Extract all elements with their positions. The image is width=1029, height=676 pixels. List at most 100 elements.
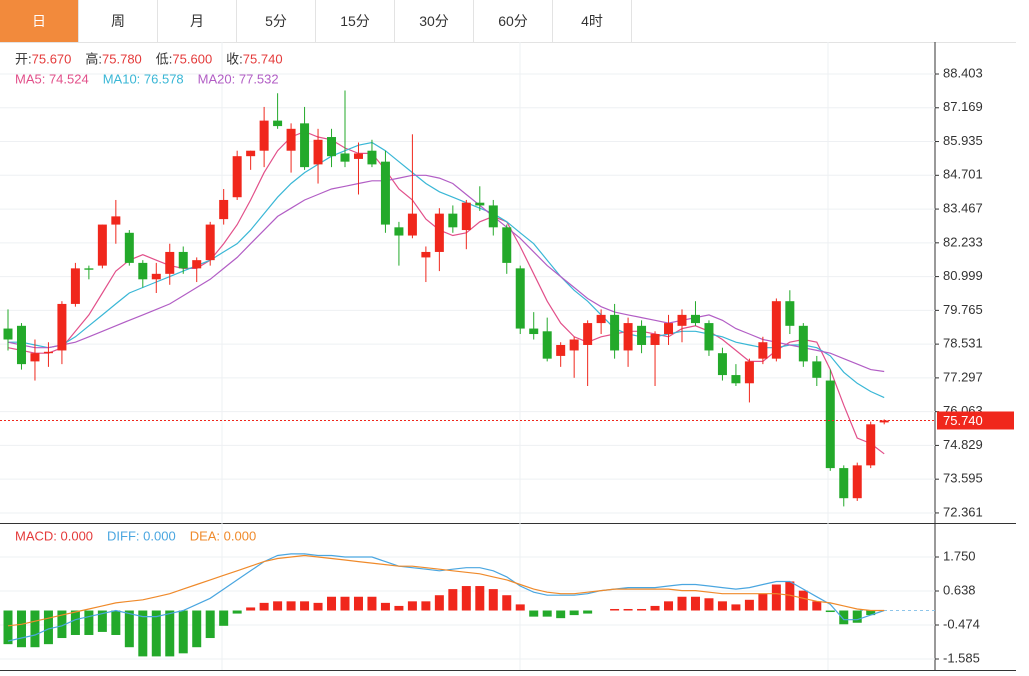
candle-body: [259, 120, 269, 151]
period-tab[interactable]: 5分: [237, 0, 316, 42]
macd-bar: [273, 601, 283, 611]
info-label: 高:: [85, 51, 102, 66]
indicator-line: [7, 130, 885, 455]
macd-bar: [16, 610, 26, 648]
candle-body: [542, 331, 552, 359]
candle-body: [205, 224, 215, 261]
macd-bar: [717, 601, 727, 611]
info-value: 75.740: [243, 51, 283, 66]
y-tick-label: -1.585: [943, 650, 980, 665]
period-tab[interactable]: 月: [158, 0, 237, 42]
macd-bar: [313, 602, 323, 611]
macd-bar: [488, 589, 498, 611]
candle-body: [758, 342, 768, 359]
macd-bar: [812, 601, 822, 611]
macd-legend: DEA: 0.000: [190, 528, 257, 543]
y-tick-label: -0.474: [943, 616, 980, 631]
period-tab[interactable]: 日: [0, 0, 79, 42]
y-tick-label: 74.829: [943, 437, 983, 452]
candle-body: [232, 156, 242, 198]
macd-bar: [205, 610, 215, 639]
macd-bar: [610, 608, 620, 611]
macd-bar: [529, 610, 539, 617]
candle-body: [664, 323, 674, 335]
candle-body: [3, 328, 13, 340]
macd-bar: [259, 602, 269, 611]
candle-body: [690, 314, 700, 324]
macd-bar: [744, 599, 754, 611]
candle-body: [97, 224, 107, 266]
candle-body: [340, 153, 350, 162]
y-tick-label: 73.595: [943, 471, 983, 486]
macd-bar: [353, 596, 363, 611]
macd-bar: [664, 601, 674, 611]
candle-body: [273, 120, 283, 127]
indicator-line: [7, 174, 885, 373]
candle-body: [852, 465, 862, 499]
candle-body: [367, 150, 377, 165]
macd-bar: [232, 610, 242, 614]
macd-bar: [246, 607, 256, 611]
macd-bar: [690, 596, 700, 611]
y-tick-label: 77.297: [943, 369, 983, 384]
macd-bar: [731, 604, 741, 611]
macd-legend: MACD: 0.000: [15, 528, 93, 543]
macd-bar: [461, 586, 471, 611]
candle-body: [569, 339, 579, 351]
candle-body: [596, 314, 606, 324]
y-tick-label: 1.750: [943, 548, 976, 563]
y-tick-label: 85.935: [943, 133, 983, 148]
period-tab[interactable]: 30分: [395, 0, 474, 42]
macd-bar: [30, 610, 40, 648]
indicator-line: [7, 554, 885, 627]
last-price-label: 75.740: [943, 413, 983, 428]
macd-bar: [704, 598, 714, 611]
y-tick-label: 79.765: [943, 302, 983, 317]
y-tick-label: 88.403: [943, 65, 983, 80]
y-tick-label: 87.169: [943, 99, 983, 114]
candle-body: [650, 334, 660, 345]
macd-bar: [556, 610, 566, 619]
candle-body: [421, 251, 431, 258]
candle-body: [178, 251, 188, 269]
macd-bar: [124, 610, 134, 648]
candle-body: [744, 361, 754, 384]
macd-bar: [111, 610, 121, 635]
macd-bar: [178, 610, 188, 654]
period-tab[interactable]: 15分: [316, 0, 395, 42]
macd-bar: [57, 610, 67, 639]
macd-bar: [866, 610, 876, 616]
macd-bar: [138, 610, 148, 657]
y-tick-label: 72.361: [943, 504, 983, 519]
period-tab[interactable]: 60分: [474, 0, 553, 42]
candle-body: [70, 268, 80, 304]
candle-body: [300, 123, 310, 168]
candle-body: [394, 227, 404, 236]
candle-body: [475, 202, 485, 206]
candle-body: [529, 328, 539, 335]
macd-bar: [192, 610, 202, 648]
macd-bar: [637, 608, 647, 611]
candle-body: [731, 375, 741, 384]
macd-bar: [583, 610, 593, 614]
period-tabs: 日周月 5分 15分 30分 60分 4时: [0, 0, 1016, 43]
macd-bar: [677, 596, 687, 611]
candle-body: [286, 128, 296, 151]
candle-body: [219, 199, 229, 220]
ma-legend: MA5: 74.524: [15, 71, 89, 86]
candle-body: [825, 380, 835, 469]
macd-bar: [70, 610, 80, 635]
macd-bar: [515, 604, 525, 611]
period-tab[interactable]: 周: [79, 0, 158, 42]
macd-bar: [758, 593, 768, 611]
macd-bar: [84, 610, 94, 635]
period-tab[interactable]: 4时: [553, 0, 632, 42]
candle-body: [488, 205, 498, 228]
info-value: 75.600: [172, 51, 212, 66]
indicator-line: [8, 141, 885, 399]
candle-body: [637, 325, 647, 345]
info-label: 低:: [156, 51, 173, 66]
candle-body: [353, 153, 363, 159]
